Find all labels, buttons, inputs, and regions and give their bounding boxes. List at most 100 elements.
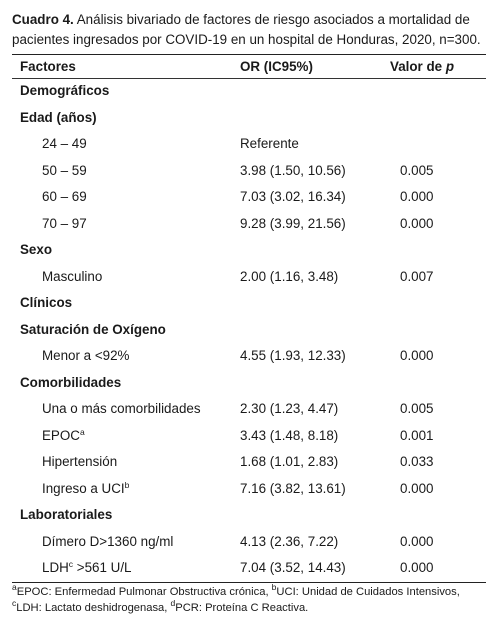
section-label: Edad (años) xyxy=(20,105,97,132)
table-row: 70 – 97 9.28 (3.99, 21.56) 0.000 xyxy=(0,211,498,238)
header-or: OR (IC95%) xyxy=(240,59,313,74)
or-cell: 7.16 (3.82, 13.61) xyxy=(240,480,346,496)
table-body: Demográficos Edad (años) 24 – 49 Referente 5… xyxy=(0,78,498,582)
section-label: Demográficos xyxy=(20,78,109,105)
factor-text: 60 – 69 xyxy=(42,189,87,204)
section-label: Sexo xyxy=(20,237,52,264)
factor-label: 50 – 59 xyxy=(42,158,87,185)
or-cell: 7.04 (3.52, 14.43) xyxy=(240,560,346,575)
factor-label: 70 – 97 xyxy=(42,211,87,238)
table-row: 24 – 49 Referente xyxy=(0,131,498,158)
caption-text: Análisis bivariado de factores de riesgo… xyxy=(12,12,481,47)
table-row: 60 – 69 7.03 (3.02, 16.34) 0.000 xyxy=(0,184,498,211)
factor-text: Demográficos xyxy=(20,83,110,98)
factor-text: LDH xyxy=(42,560,69,575)
section-label: Comorbilidades xyxy=(20,370,121,397)
header-rule xyxy=(12,78,486,79)
factor-text: Laboratoriales xyxy=(20,507,113,522)
or-cell: 4.13 (2.36, 7.22) xyxy=(240,533,339,549)
p-value-cell: 0.033 xyxy=(400,454,434,469)
p-value-cell: 0.000 xyxy=(400,348,434,363)
factor-label: Hipertensión xyxy=(42,449,117,476)
factor-text: Menor a <92% xyxy=(42,348,130,363)
factor-text: Hipertensión xyxy=(42,454,118,469)
or-cell: 9.28 (3.99, 21.56) xyxy=(240,215,346,231)
table-row: Ingreso a UCIb 7.16 (3.82, 13.61) 0.000 xyxy=(0,476,498,503)
header-factores: Factores xyxy=(20,59,76,74)
factor-label: Masculino xyxy=(42,264,102,291)
factor-label: EPOCa xyxy=(42,423,85,450)
factor-text: Ingreso a UCI xyxy=(42,480,125,496)
table-caption: Cuadro 4. Análisis bivariado de factores… xyxy=(12,10,486,50)
footnote-mark-b: b xyxy=(271,582,277,592)
or-cell: 2.00 (1.16, 3.48) xyxy=(240,268,339,284)
table-footnote: aEPOC: Enfermedad Pulmonar Obstructiva c… xyxy=(12,582,492,616)
header-p-italic: p xyxy=(445,59,455,74)
footnote-marker: a xyxy=(79,426,85,437)
factor-label: Dímero D>1360 ng/ml xyxy=(42,529,173,556)
factor-label: LDHc >561 U/L xyxy=(42,555,132,582)
factor-text: Saturación de Oxígeno xyxy=(20,321,166,337)
p-value-cell: 0.007 xyxy=(400,268,434,284)
table-row: LDHc >561 U/L 7.04 (3.52, 14.43) 0.000 xyxy=(0,555,498,582)
or-cell: 1.68 (1.01, 2.83) xyxy=(240,454,339,469)
p-value-cell: 0.000 xyxy=(400,189,434,204)
factor-text: Comorbilidades xyxy=(20,374,122,390)
factor-text: Clínicos xyxy=(20,295,73,310)
table-row: Dímero D>1360 ng/ml 4.13 (2.36, 7.22) 0.00… xyxy=(0,529,498,556)
section-row: Edad (años) xyxy=(0,105,498,132)
footnote-mark-d: d xyxy=(170,598,176,608)
section-label: Saturación de Oxígeno xyxy=(20,317,166,344)
factor-text: EPOC xyxy=(42,427,80,443)
factor-label: Ingreso a UCIb xyxy=(42,476,129,503)
or-cell: 3.98 (1.50, 10.56) xyxy=(240,162,346,178)
factor-text: 70 – 97 xyxy=(42,215,87,231)
section-row: Demográficos xyxy=(0,78,498,105)
factor-text: Dímero D>1360 ng/ml xyxy=(42,533,174,549)
table-row: Una o más comorbilidades 2.30 (1.23, 4.47… xyxy=(0,396,498,423)
section-row: Sexo xyxy=(0,237,498,264)
section-label: Laboratoriales xyxy=(20,502,112,529)
section-label: Clínicos xyxy=(20,290,72,317)
footnote-mark-a: a xyxy=(12,582,17,592)
footnote-text-b: UCI: Unidad de Cuidados Intensivos, xyxy=(276,586,460,598)
section-row: Saturación de Oxígeno xyxy=(0,317,498,344)
section-row: Comorbilidades xyxy=(0,370,498,397)
table-row: Masculino 2.00 (1.16, 3.48) 0.007 xyxy=(0,264,498,291)
factor-suffix: >561 U/L xyxy=(73,560,132,575)
p-value-cell: 0.000 xyxy=(400,215,434,231)
factor-text: 24 – 49 xyxy=(42,136,87,151)
table-row: Hipertensión 1.68 (1.01, 2.83) 0.033 xyxy=(0,449,498,476)
footnote-mark-c: c xyxy=(12,598,17,608)
or-cell: 3.43 (1.48, 8.18) xyxy=(240,427,339,443)
table-row: EPOCa 3.43 (1.48, 8.18) 0.001 xyxy=(0,423,498,450)
or-cell: 2.30 (1.23, 4.47) xyxy=(240,401,339,416)
footnote-marker: b xyxy=(124,479,130,490)
section-row: Clínicos xyxy=(0,290,498,317)
factor-text: 50 – 59 xyxy=(42,162,87,178)
factor-label: 24 – 49 xyxy=(42,131,87,158)
header-p-prefix: Valor de xyxy=(390,59,446,74)
bottom-rule xyxy=(12,582,486,583)
table-row: Menor a <92% 4.55 (1.93, 12.33) 0.000 xyxy=(0,343,498,370)
factor-text: Masculino xyxy=(42,268,103,284)
or-cell: 7.03 (3.02, 16.34) xyxy=(240,189,346,204)
factor-label: Menor a <92% xyxy=(42,343,129,370)
or-cell: 4.55 (1.93, 12.33) xyxy=(240,348,346,363)
p-value-cell: 0.001 xyxy=(400,427,434,443)
caption-label: Cuadro 4. xyxy=(12,12,74,27)
or-cell: Referente xyxy=(240,136,299,151)
table-header: Factores OR (IC95%) Valor de p xyxy=(0,57,498,77)
factor-text: Edad (años) xyxy=(20,109,97,125)
p-value-cell: 0.000 xyxy=(400,533,434,549)
factor-text: Sexo xyxy=(20,242,53,257)
p-value-cell: 0.000 xyxy=(400,480,434,496)
footnote-text-d: PCR: Proteína C Reactiva. xyxy=(175,602,309,614)
factor-label: Una o más comorbilidades xyxy=(42,396,201,423)
p-value-cell: 0.005 xyxy=(400,162,434,178)
p-value-cell: 0.005 xyxy=(400,401,434,416)
factor-label: 60 – 69 xyxy=(42,184,87,211)
footnote-text-c: LDH: Lactato deshidrogenasa, xyxy=(16,602,171,614)
factor-text: Una o más comorbilidades xyxy=(42,401,201,416)
p-value-cell: 0.000 xyxy=(400,560,434,575)
